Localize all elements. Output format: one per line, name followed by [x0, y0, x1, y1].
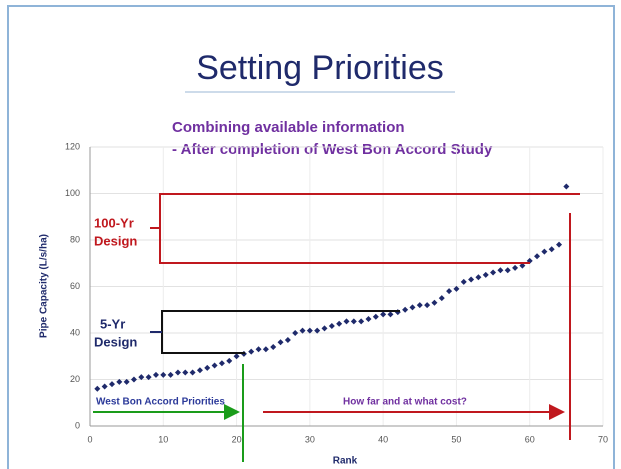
point [218, 360, 225, 367]
point [512, 264, 519, 271]
point [299, 327, 306, 334]
point [438, 295, 445, 302]
y-tick-label: 0 [75, 420, 80, 430]
point [343, 318, 350, 325]
point [262, 346, 269, 353]
annotation: Design [94, 233, 137, 248]
point [336, 320, 343, 327]
point [167, 371, 174, 378]
point [431, 299, 438, 306]
subtitle: - After completion of West Bon Accord St… [172, 141, 493, 158]
point [556, 241, 563, 248]
x-tick-label: 20 [232, 434, 242, 444]
point [145, 374, 152, 381]
point [497, 267, 504, 274]
point [270, 343, 277, 350]
point [174, 369, 181, 376]
x-tick-label: 0 [87, 434, 92, 444]
y-tick-label: 40 [70, 327, 80, 337]
point [468, 276, 475, 283]
point [482, 271, 489, 278]
point [475, 274, 482, 281]
point [123, 378, 130, 385]
annotations: 100-Yr Design 5-Yr Design West Bon Accor… [93, 193, 580, 462]
point [321, 325, 328, 332]
annotation: How far and at what cost? [343, 397, 467, 408]
point [541, 248, 548, 255]
x-axis-label: Rank [333, 456, 358, 467]
point [204, 364, 211, 371]
x-tick-label: 10 [158, 434, 168, 444]
annotation: 5-Yr [100, 316, 125, 331]
chart-title: Setting Priorities [196, 49, 444, 87]
y-tick-label: 60 [70, 281, 80, 291]
point [277, 339, 284, 346]
x-tick-label: 70 [598, 434, 608, 444]
point [255, 346, 262, 353]
point [358, 318, 365, 325]
x-tick-label: 30 [305, 434, 315, 444]
point [409, 304, 416, 311]
point [416, 302, 423, 309]
point [446, 288, 453, 295]
point [116, 378, 123, 385]
point [138, 374, 145, 381]
point [460, 278, 467, 285]
subtitle: Combining available information [172, 119, 405, 136]
point [563, 183, 570, 190]
point [160, 371, 167, 378]
point [328, 323, 335, 330]
y-tick-label: 20 [70, 374, 80, 384]
x-tick-label: 40 [378, 434, 388, 444]
point [365, 316, 372, 323]
point [211, 362, 218, 369]
point [424, 302, 431, 309]
point [248, 348, 255, 355]
y-tick-label: 80 [70, 234, 80, 244]
point [284, 336, 291, 343]
point [380, 311, 387, 318]
point [314, 327, 321, 334]
bracket-100yr [150, 193, 580, 264]
point [233, 353, 240, 360]
point [402, 306, 409, 313]
point [350, 318, 357, 325]
x-tick-label: 60 [525, 434, 535, 444]
point [130, 376, 137, 383]
point [306, 327, 313, 334]
point [94, 385, 101, 392]
point [548, 246, 555, 253]
point [453, 285, 460, 292]
point [372, 313, 379, 320]
point [519, 262, 526, 269]
x-tick-label: 50 [451, 434, 461, 444]
y-axis-label: Pipe Capacity (L/s/ha) [39, 234, 50, 338]
point [189, 369, 196, 376]
point [152, 371, 159, 378]
point [101, 383, 108, 390]
point [490, 269, 497, 276]
y-tick-label: 120 [65, 141, 80, 151]
point [387, 311, 394, 318]
annotation: Design [94, 334, 137, 349]
slide-frame [7, 5, 615, 469]
point [226, 357, 233, 364]
y-tick-label: 100 [65, 188, 80, 198]
point [182, 369, 189, 376]
annotation: West Bon Accord Priorities [96, 397, 225, 408]
point [504, 267, 511, 274]
point [534, 253, 541, 260]
point [108, 381, 115, 388]
point [292, 330, 299, 336]
point [196, 367, 203, 374]
annotation: 100-Yr [94, 215, 134, 230]
